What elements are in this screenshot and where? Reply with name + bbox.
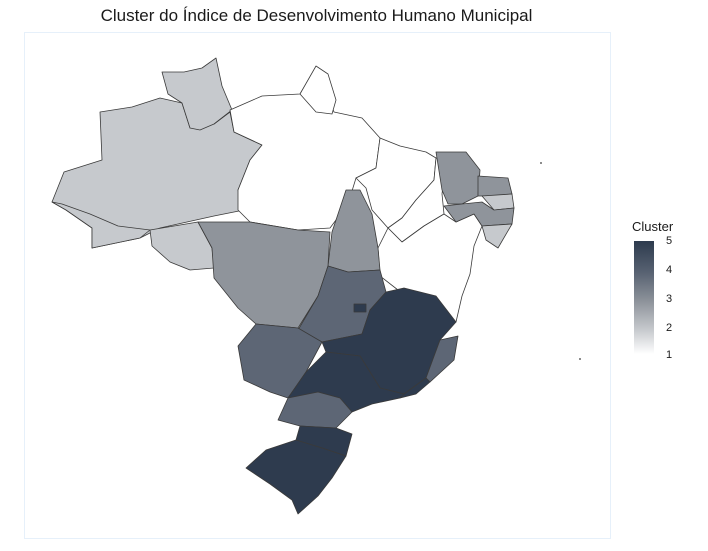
legend-title: Cluster [632, 219, 674, 234]
state-AP[interactable] [299, 65, 337, 115]
state-AC[interactable] [51, 201, 151, 249]
state-PR[interactable] [277, 391, 353, 429]
island-dot [540, 162, 542, 164]
plot-panel [24, 32, 611, 539]
state-CE[interactable] [435, 151, 481, 205]
map-title: Cluster do Índice de Desenvolvimento Hum… [100, 6, 533, 25]
state-RS[interactable] [245, 439, 347, 515]
legend-tick: 3 [666, 293, 673, 305]
legend-tick: 4 [666, 264, 673, 276]
legend-tick: 5 [666, 235, 673, 247]
state-MT[interactable] [197, 221, 331, 329]
state-DF[interactable] [353, 303, 367, 313]
state-PE[interactable] [443, 201, 515, 227]
legend-tick: 1 [666, 349, 673, 361]
state-AL[interactable] [481, 223, 513, 249]
state-BA[interactable] [377, 213, 483, 323]
state-ES[interactable] [425, 335, 459, 383]
state-RN[interactable] [477, 175, 513, 197]
legend-colorbar [634, 241, 654, 354]
legend: Cluster 5 4 3 2 1 [632, 219, 674, 361]
state-RR[interactable] [161, 57, 233, 131]
island-dot [579, 358, 581, 360]
legend-tick: 2 [666, 322, 673, 334]
